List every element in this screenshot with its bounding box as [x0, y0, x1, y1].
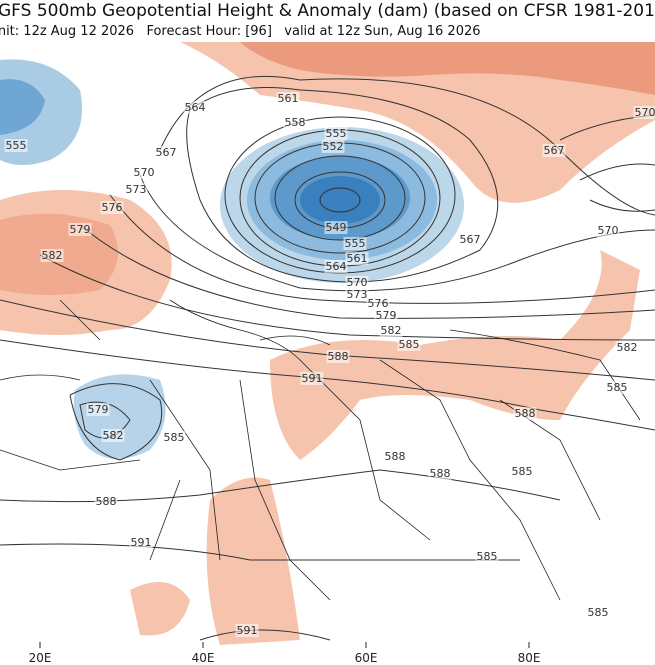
contour-label: 582	[103, 429, 124, 442]
label-background	[397, 338, 421, 351]
contour-label: 570	[347, 276, 368, 289]
longitude-label: 80E	[518, 651, 541, 665]
label-background	[366, 297, 390, 310]
contour-label: 549	[326, 221, 347, 234]
label-background	[324, 127, 348, 140]
label-background	[345, 276, 369, 289]
contour-label: 555	[345, 237, 366, 250]
label-background	[428, 467, 452, 480]
contour-label: 579	[88, 403, 109, 416]
label-background	[235, 624, 259, 637]
label-background	[94, 495, 118, 508]
contour-label: 588	[430, 467, 451, 480]
longitude-label: 60E	[355, 651, 378, 665]
contour-label: 579	[70, 223, 91, 236]
contour-label: 579	[376, 309, 397, 322]
label-background	[513, 407, 537, 420]
label-background	[383, 450, 407, 463]
contour-label: 576	[368, 297, 389, 310]
label-background	[321, 140, 345, 153]
contour-label: 564	[185, 101, 206, 114]
label-background	[154, 146, 178, 159]
contour-label: 567	[156, 146, 177, 159]
contour-label: 582	[381, 324, 402, 337]
label-background	[586, 606, 610, 619]
label-background	[86, 403, 110, 416]
contour-label: 573	[347, 288, 368, 301]
label-background	[605, 381, 629, 394]
label-background	[162, 431, 186, 444]
contour-label: 582	[42, 249, 63, 262]
contour-label: 591	[302, 372, 323, 385]
label-background	[101, 429, 125, 442]
longitude-label: 40E	[192, 651, 215, 665]
label-background	[283, 116, 307, 129]
label-background	[276, 92, 300, 105]
contour-label: 582	[617, 341, 638, 354]
contour-label: 558	[285, 116, 306, 129]
label-background	[475, 550, 499, 563]
borders	[0, 299, 641, 601]
map-subtitle: Init: 12z Aug 12 2026 Forecast Hour: [96…	[0, 24, 481, 39]
label-background	[324, 260, 348, 273]
contour-label: 570	[134, 166, 155, 179]
anomaly-shading	[0, 42, 655, 645]
label-background	[345, 252, 369, 265]
label-background	[615, 341, 639, 354]
contour-label: 555	[6, 139, 27, 152]
label-background	[596, 224, 620, 237]
label-background	[374, 309, 398, 322]
label-background	[345, 288, 369, 301]
contour-label: 585	[607, 381, 628, 394]
contour-label: 552	[323, 140, 344, 153]
label-background	[40, 249, 64, 262]
label-background	[4, 139, 28, 152]
label-background	[129, 536, 153, 549]
contour-label: 567	[544, 144, 565, 157]
contour-label: 588	[385, 450, 406, 463]
contour-label: 555	[326, 127, 347, 140]
contour-label: 585	[164, 431, 185, 444]
contour-label: 567	[460, 233, 481, 246]
label-background	[542, 144, 566, 157]
label-background	[379, 324, 403, 337]
contour-label: 588	[515, 407, 536, 420]
label-background	[326, 350, 350, 363]
label-background	[124, 183, 148, 196]
contour-label: 573	[126, 183, 147, 196]
contour-label: 561	[347, 252, 368, 265]
contour-label: 585	[399, 338, 420, 351]
contour-label: 585	[588, 606, 609, 619]
label-background	[343, 237, 367, 250]
label-background	[300, 372, 324, 385]
contour-label: 591	[131, 536, 152, 549]
label-background	[510, 465, 534, 478]
contour-label: 570	[598, 224, 619, 237]
contour-label: 585	[477, 550, 498, 563]
label-background	[183, 101, 207, 114]
label-background	[458, 233, 482, 246]
contour-label: 576	[102, 201, 123, 214]
contour-label: 570	[635, 106, 655, 119]
contour-label: 588	[328, 350, 349, 363]
contour-label: 591	[237, 624, 258, 637]
contour-label: 564	[326, 260, 347, 273]
longitude-label: 20E	[29, 651, 52, 665]
contour-label: 588	[96, 495, 117, 508]
contour-label: 585	[512, 465, 533, 478]
label-background	[68, 223, 92, 236]
label-background	[633, 106, 655, 119]
label-background	[324, 221, 348, 234]
label-background	[132, 166, 156, 179]
map-title: GFS 500mb Geopotential Height & Anomaly …	[0, 1, 655, 21]
contour-label: 561	[278, 92, 299, 105]
label-background	[100, 201, 124, 214]
